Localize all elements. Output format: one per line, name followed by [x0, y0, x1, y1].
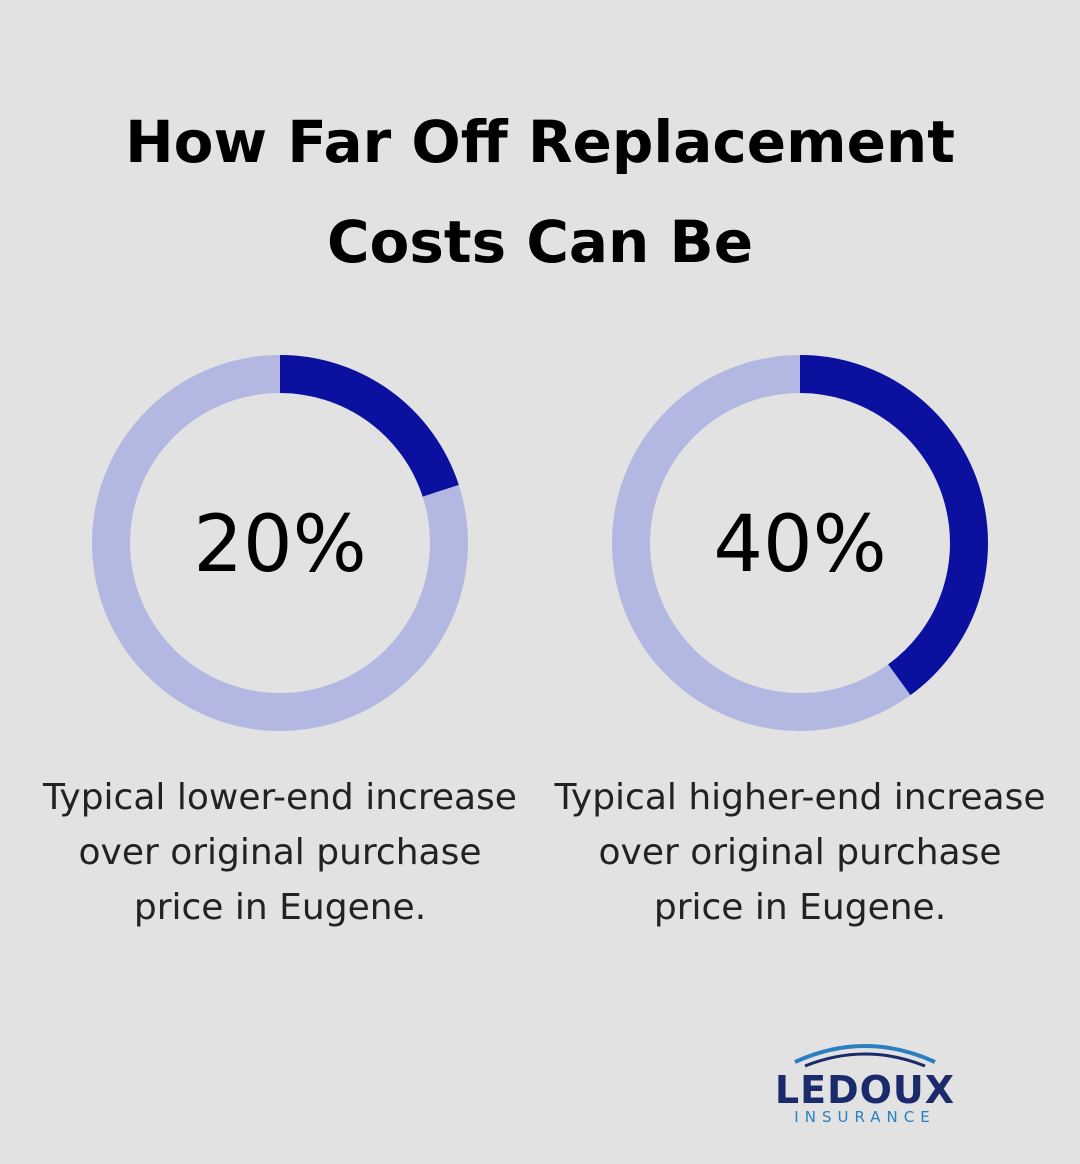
title: How Far Off Replacement Costs Can Be — [125, 108, 955, 276]
value-label: 20% — [193, 500, 366, 590]
caption: Typical lower-end increase over original… — [43, 777, 517, 928]
logo-arc — [804, 1052, 926, 1068]
caption: Typical higher-end increase over origina… — [554, 777, 1046, 928]
donut-arc — [799, 355, 988, 696]
logo-arc — [794, 1044, 936, 1064]
logo-tagline: INSURANCE — [794, 1108, 936, 1126]
donut-arc — [279, 355, 459, 498]
logo-name: LEDOUX — [774, 1068, 956, 1112]
value-label: 40% — [713, 500, 886, 590]
